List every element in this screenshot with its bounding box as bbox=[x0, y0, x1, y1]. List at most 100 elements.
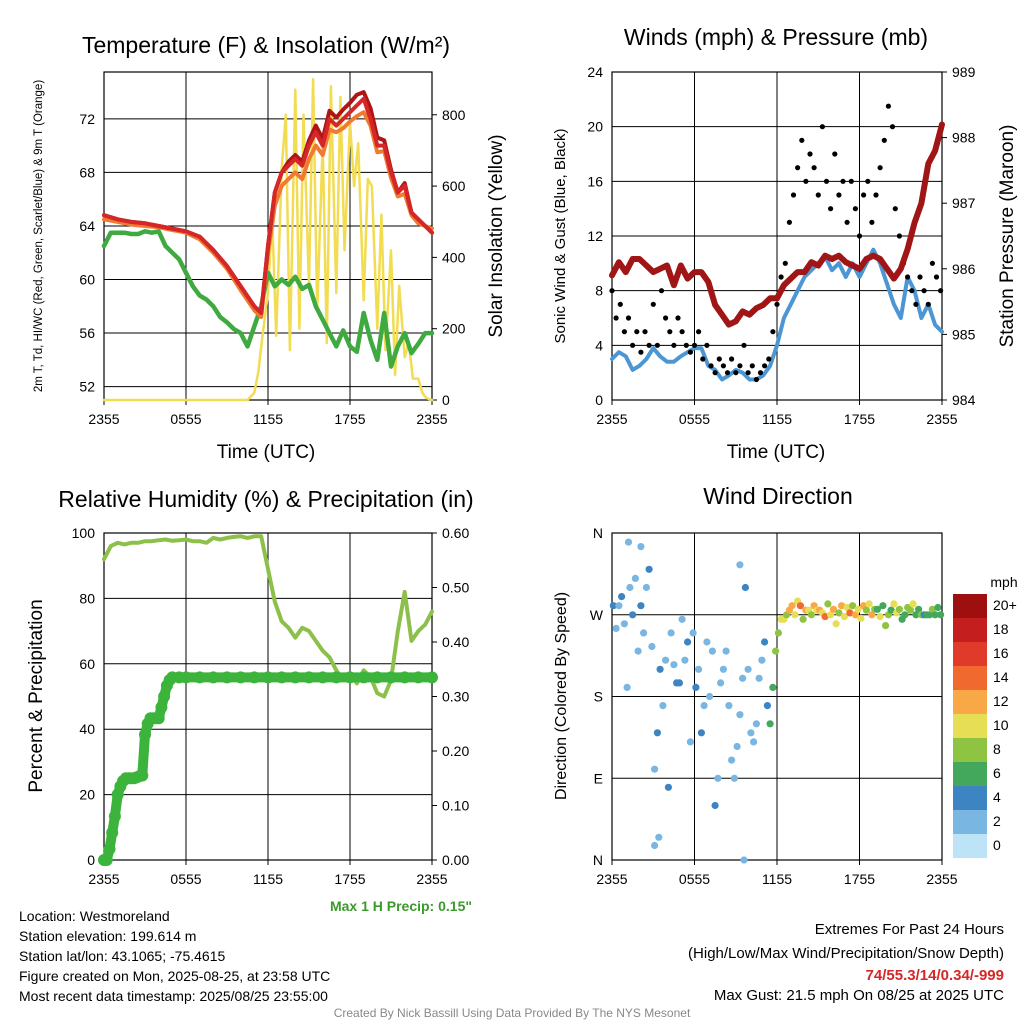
temperature-x-label: Time (UTC) bbox=[217, 442, 316, 463]
gust-point bbox=[869, 219, 875, 225]
gust-point bbox=[638, 349, 644, 355]
wind-direction-chart-title: Wind Direction bbox=[703, 483, 853, 509]
y2-tick-label: 400 bbox=[442, 249, 466, 265]
gust-point bbox=[737, 363, 743, 369]
precip-point bbox=[289, 671, 302, 684]
precip-point bbox=[275, 671, 288, 684]
plot-frame bbox=[611, 71, 943, 401]
direction-point bbox=[890, 600, 898, 608]
y2-tick-label: 989 bbox=[952, 64, 976, 80]
precip-point bbox=[371, 671, 384, 684]
direction-point bbox=[761, 638, 769, 646]
gust-point bbox=[621, 329, 628, 335]
direction-point bbox=[695, 665, 703, 673]
direction-point bbox=[763, 702, 772, 710]
gust-point bbox=[877, 165, 883, 171]
x-tick-label: 2355 bbox=[596, 871, 627, 887]
colorbar-label: 6 bbox=[993, 765, 1001, 781]
direction-point bbox=[719, 665, 728, 673]
gust-point bbox=[799, 137, 805, 143]
x-tick-label: 2355 bbox=[416, 871, 447, 887]
direction-point bbox=[714, 774, 722, 782]
precip-point bbox=[139, 728, 151, 741]
y-tick-label: 12 bbox=[587, 228, 603, 244]
gust-point bbox=[658, 288, 665, 294]
extremes-subtitle: (High/Low/Max Wind/Precipitation/Snow De… bbox=[688, 945, 1004, 962]
station-elevation: Station elevation: 199.614 m bbox=[19, 928, 197, 944]
x-tick-label: 0555 bbox=[679, 411, 710, 427]
direction-point bbox=[728, 756, 736, 764]
gust-point bbox=[807, 151, 813, 157]
direction-point bbox=[832, 620, 840, 628]
gust-point bbox=[617, 301, 623, 307]
direction-point bbox=[752, 720, 761, 728]
direction-point bbox=[624, 538, 633, 546]
gust-point bbox=[667, 329, 673, 335]
precip-point bbox=[357, 671, 370, 684]
direction-point bbox=[645, 565, 653, 573]
precip-point bbox=[136, 769, 149, 782]
gust-point bbox=[896, 233, 903, 239]
direction-point bbox=[901, 611, 909, 619]
gust-point bbox=[815, 192, 821, 198]
gust-point bbox=[929, 260, 936, 266]
gust-point bbox=[782, 260, 788, 266]
y2-tick-label: 985 bbox=[952, 326, 976, 342]
direction-point bbox=[651, 765, 659, 773]
direction-point bbox=[835, 609, 843, 617]
direction-point bbox=[681, 656, 689, 664]
direction-point bbox=[662, 656, 670, 664]
direction-point bbox=[755, 674, 763, 682]
precip-point bbox=[234, 671, 247, 684]
gust-point bbox=[770, 329, 776, 335]
y-tick-label: S bbox=[594, 689, 603, 705]
y-tick-label: 80 bbox=[79, 590, 95, 606]
direction-point bbox=[824, 600, 832, 608]
precip-point bbox=[398, 671, 411, 684]
gust-point bbox=[811, 165, 817, 171]
gust-point bbox=[700, 356, 706, 362]
precip-point bbox=[330, 671, 343, 684]
x-tick-label: 1755 bbox=[844, 411, 875, 427]
direction-point bbox=[843, 603, 851, 612]
gust-point bbox=[823, 178, 830, 184]
station-latlon: Station lat/lon: 43.1065; -75.4615 bbox=[19, 948, 226, 964]
gust-point bbox=[757, 370, 764, 376]
colorbar-swatch bbox=[953, 690, 987, 714]
direction-point bbox=[769, 683, 777, 692]
temperature-y2-label: Solar Insolation (Yellow) bbox=[486, 134, 507, 337]
direction-point bbox=[821, 613, 829, 621]
y2-tick-label: 0.00 bbox=[442, 852, 469, 868]
humidity-plot-area: 0 20 40 60 80 100 0.00 0.10 0.20 0.30 0.40 0.50 0.60… bbox=[72, 525, 470, 887]
y2-tick-label: 987 bbox=[952, 195, 976, 211]
precip-point bbox=[103, 843, 116, 856]
y2-tick-label: 0.10 bbox=[442, 798, 469, 814]
extremes-title: Extremes For Past 24 Hours bbox=[814, 921, 1004, 938]
gust-point bbox=[634, 329, 640, 335]
station-info: Location: Westmoreland Station elevation… bbox=[19, 906, 330, 1006]
direction-point bbox=[744, 665, 752, 673]
y-tick-label: 16 bbox=[587, 173, 603, 189]
y2-tick-label: 200 bbox=[442, 321, 466, 337]
x-tick-label: 1155 bbox=[253, 871, 283, 887]
direction-point bbox=[928, 605, 937, 613]
gust-point bbox=[803, 178, 809, 184]
gust-point bbox=[733, 370, 739, 376]
direction-point bbox=[873, 605, 882, 613]
precip-point bbox=[106, 826, 119, 839]
gust-point bbox=[885, 103, 892, 109]
winds-x-label: Time (UTC) bbox=[727, 442, 826, 463]
gust-point bbox=[828, 206, 834, 212]
colorbar-swatch bbox=[953, 738, 987, 762]
y2-tick-label: 600 bbox=[442, 178, 466, 194]
gust-point bbox=[687, 349, 694, 355]
x-tick-label: 1755 bbox=[334, 411, 365, 427]
gust-point bbox=[609, 288, 615, 294]
gust-point bbox=[625, 315, 632, 321]
temperature-plot-area: 52 56 60 64 68 72 0 200 400 600 800 2355 0555 1155 175… bbox=[79, 71, 466, 427]
gust-point bbox=[774, 301, 780, 307]
direction-point bbox=[706, 692, 714, 701]
gust-point bbox=[696, 329, 702, 335]
gust-point bbox=[925, 301, 931, 307]
direction-point bbox=[887, 606, 895, 614]
